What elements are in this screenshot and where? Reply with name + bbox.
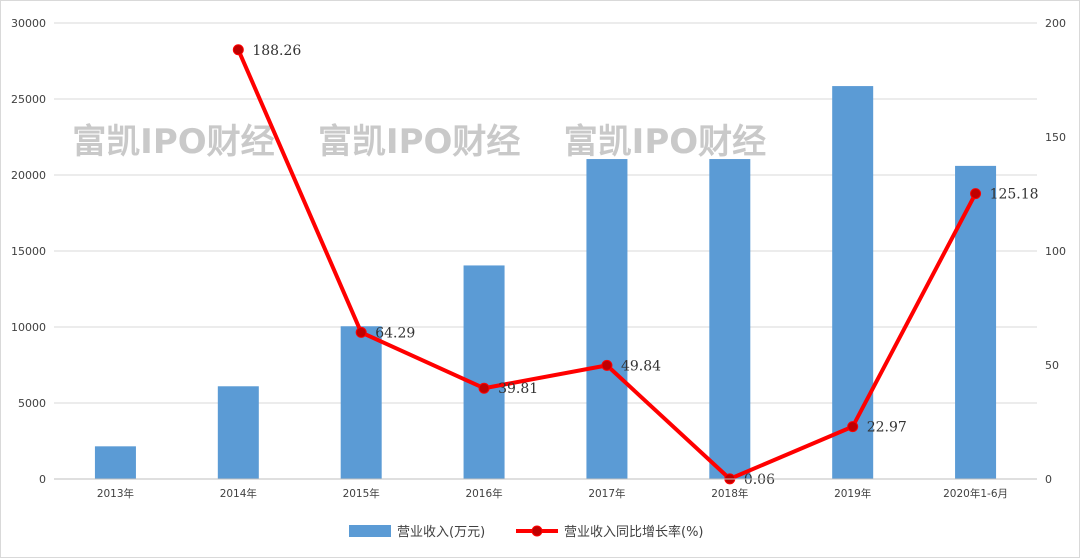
left-tick-label: 20000 [11,169,46,182]
x-tick-label: 2019年 [834,487,871,500]
legend-swatch-marker [531,525,543,537]
x-axis-ticks: 2013年 2014年 2015年 2016年 2017年 2018年 2019年 2020年… [54,478,1037,500]
left-tick-label: 15000 [11,245,46,258]
x-tick-label: 2014年 [220,487,257,500]
bar [340,326,382,479]
left-tick-label: 25000 [11,93,46,106]
legend: 营业收入(万元) 营业收入同比增长率(%) [349,524,704,540]
left-tick-label: 0 [39,473,46,486]
line-point [478,382,490,394]
bar [955,165,997,479]
left-tick-label: 30000 [11,17,46,30]
x-tick-label: 2015年 [343,487,380,500]
right-axis-ticks: 0 50 100 150 200 [1045,17,1066,486]
watermark-text: 富凯IPO财经 [564,122,766,162]
right-tick-label: 50 [1045,359,1059,372]
legend-label-bar: 营业收入(万元) [397,525,485,540]
line-point [232,44,244,56]
line-data-label: 22.97 [867,420,907,436]
line-point [355,326,367,338]
line-data-label: 49.84 [621,358,661,374]
right-tick-label: 150 [1045,131,1066,144]
line-data-label: 39.81 [498,381,538,397]
x-tick-label: 2016年 [465,487,502,500]
bar [586,159,628,480]
right-tick-label: 100 [1045,245,1066,258]
line-point [601,359,613,371]
bar [94,446,136,479]
watermark-text: 富凯IPO财经 [72,122,274,162]
watermark-text: 富凯IPO财经 [318,122,520,162]
line-data-label: 188.26 [252,43,301,59]
left-tick-label: 10000 [11,321,46,334]
bar [709,159,751,480]
x-tick-label: 2020年1-6月 [943,487,1008,500]
line-series [232,44,982,485]
x-tick-label: 2018年 [711,487,748,500]
line-point [847,421,859,433]
gridlines [54,22,1037,480]
line-data-label: 125.18 [990,187,1039,203]
left-tick-label: 5000 [18,397,46,410]
bar-series [94,86,997,480]
legend-swatch-bar [349,525,391,537]
line-data-label: 64.29 [375,325,415,341]
x-tick-label: 2013年 [97,487,134,500]
bar [217,386,259,479]
right-tick-label: 0 [1045,473,1052,486]
line-data-label: 0.06 [744,472,775,488]
bar [463,265,505,479]
data-labels: 188.26 64.29 39.81 49.84 0.06 22.97 125.18 [252,43,1038,488]
line-point [970,188,982,200]
x-tick-label: 2017年 [588,487,625,500]
right-tick-label: 200 [1045,17,1066,30]
bar [832,86,874,479]
watermarks: 富凯IPO财经 富凯IPO财经 富凯IPO财经 [72,122,766,162]
legend-label-line: 营业收入同比增长率(%) [564,524,704,540]
left-axis-ticks: 0 5000 10000 15000 20000 25000 30000 [11,17,46,486]
